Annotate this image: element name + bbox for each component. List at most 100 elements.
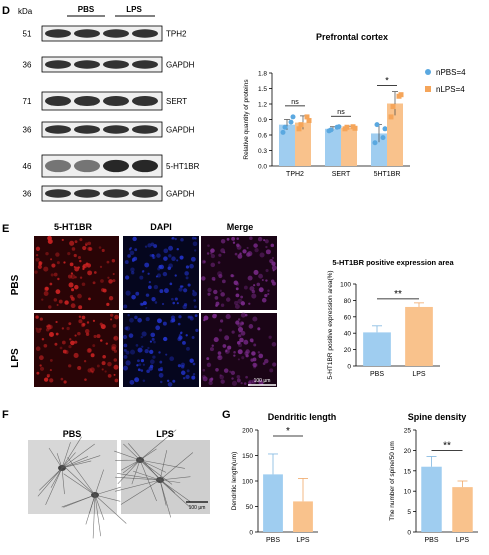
micro-cell (74, 353, 79, 358)
micro-cell (42, 338, 44, 340)
micro-cell (253, 243, 257, 247)
micro-cell (124, 349, 127, 352)
micro-cell (62, 327, 64, 329)
micro-cell (218, 355, 220, 357)
micro-cell (263, 239, 265, 241)
micro-cell (136, 344, 139, 347)
micro-cell (155, 325, 160, 330)
micro-cell (212, 345, 214, 347)
micro-cell (113, 324, 117, 328)
blot-label: TPH2 (166, 30, 187, 39)
micro-cell (110, 313, 113, 316)
micro-cell (257, 327, 260, 330)
micro-cell (36, 258, 40, 262)
micro-cell (68, 345, 71, 348)
blot-group-lps: LPS (126, 5, 142, 14)
blot-mw: 71 (23, 97, 32, 106)
micro-cell (144, 263, 149, 268)
micro-cell (142, 331, 147, 336)
data-point (383, 126, 388, 131)
micro-cell (223, 344, 227, 348)
micro-cell (186, 347, 190, 351)
micro-cell (157, 318, 162, 323)
micro-cell (125, 260, 129, 264)
micro-cell (47, 375, 49, 377)
blot-band (74, 189, 100, 197)
blot-mw: 51 (23, 30, 32, 39)
neuron-image-pbs (28, 437, 127, 539)
micro-cell (63, 261, 65, 263)
micro-cell (70, 341, 75, 346)
micro-cell (149, 281, 151, 283)
micro-cell (44, 344, 48, 348)
micro-cell (152, 255, 156, 259)
y-tick-label: 1.8 (258, 71, 267, 78)
y-tick-label: 0.6 (258, 133, 267, 140)
micro-cell (193, 241, 198, 246)
micro-cell (142, 271, 144, 273)
micro-cell (106, 342, 108, 344)
col-label-red: 5-HT1BR (54, 222, 93, 232)
y-tick-label: 10 (404, 489, 412, 496)
chart-title: Prefrontal cortex (316, 32, 388, 42)
micro-cell (35, 315, 38, 318)
micro-cell (238, 358, 240, 360)
blot-band (74, 160, 100, 172)
data-point (329, 127, 334, 132)
micro-cell (70, 263, 74, 267)
micro-cell (172, 380, 175, 383)
micro-cell (147, 243, 151, 247)
micro-cell (153, 244, 157, 248)
chart-title: 5-HT1BR positive expression area (332, 258, 454, 267)
micro-cell (66, 327, 69, 330)
micro-cell (229, 371, 231, 373)
micro-cell (238, 349, 243, 354)
micro-cell (236, 244, 239, 247)
micro-cell (183, 377, 185, 379)
micro-cell (215, 368, 219, 372)
micro-cell (233, 354, 235, 356)
blot-band (103, 125, 129, 133)
bar (263, 474, 283, 532)
y-tick-label: 40 (344, 331, 352, 338)
micro-cell (239, 331, 241, 333)
micro-cell (139, 276, 143, 280)
micro-cell (124, 326, 128, 330)
micro-cell (170, 283, 173, 286)
x-tick-label: SERT (332, 171, 351, 178)
micro-cell (71, 272, 73, 274)
bar (405, 307, 433, 366)
micro-cell (187, 369, 190, 372)
micro-cell (221, 239, 225, 243)
blot-mw: 36 (23, 61, 32, 70)
micro-cell (272, 342, 277, 347)
micro-cell (273, 269, 275, 271)
micro-cell (57, 278, 59, 280)
micro-cell (180, 255, 184, 259)
micro-cell (178, 315, 181, 318)
micro-cell (102, 249, 105, 252)
micro-cell (40, 367, 44, 371)
y-tick-label: 100 (340, 282, 351, 289)
micro-cell (68, 282, 73, 287)
micro-cell (50, 258, 52, 260)
micro-cell (62, 239, 64, 241)
sig-label: ** (443, 441, 451, 452)
micro-cell (194, 249, 196, 251)
micro-cell (207, 293, 210, 296)
micro-cell (211, 254, 215, 258)
micro-cell (175, 297, 178, 300)
chart-title: Spine density (408, 412, 467, 422)
micro-cell (191, 376, 195, 380)
row-label-lps: LPS (10, 348, 21, 368)
micro-cell (163, 337, 167, 341)
micro-cell (55, 252, 59, 256)
micro-cell (102, 355, 106, 359)
blot-band (45, 96, 71, 106)
y-tick-label: 100 (242, 479, 253, 486)
micro-cell (134, 248, 137, 251)
micro-cell (50, 369, 52, 371)
